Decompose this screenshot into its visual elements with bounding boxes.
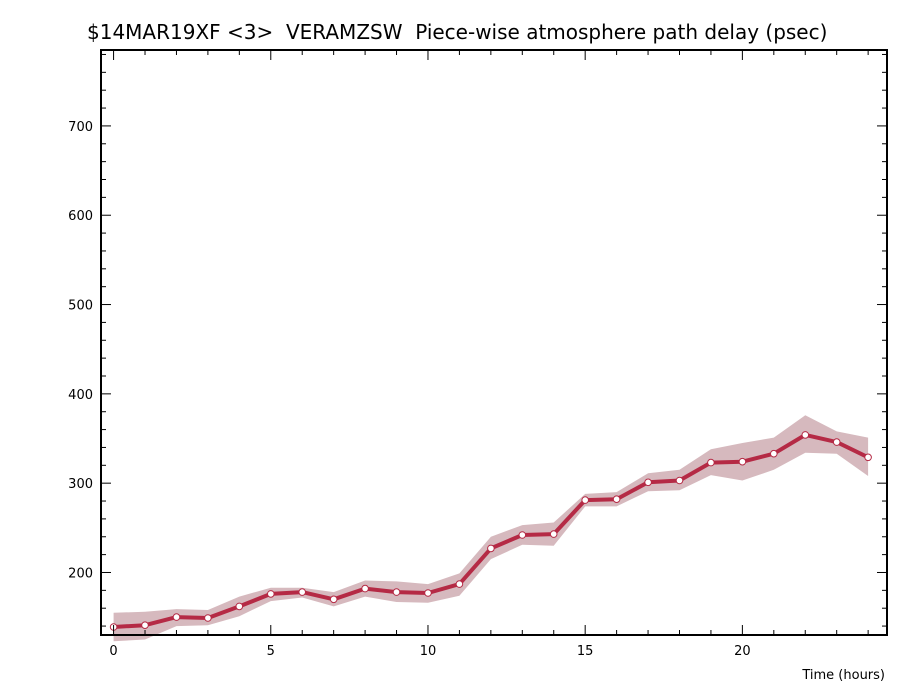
x-tick-label: 20 — [734, 644, 751, 659]
data-point — [487, 544, 495, 553]
y-tick-label: 300 — [68, 477, 93, 492]
data-point — [204, 614, 212, 622]
data-point — [298, 588, 307, 596]
data-point — [235, 602, 244, 611]
data-point — [518, 531, 527, 539]
data-point — [864, 453, 872, 462]
data-point — [172, 613, 181, 621]
data-point — [675, 476, 684, 485]
data-point — [832, 438, 841, 446]
plot-area: 0 5 10 15 20 200 300 400 500 600 700 — [68, 49, 888, 659]
x-tick-label: 15 — [577, 644, 594, 659]
x-axis-label: Time (hours) — [801, 668, 885, 683]
data-point — [801, 431, 810, 439]
x-tick-label: 10 — [420, 644, 437, 659]
data-point — [644, 478, 652, 487]
data-point — [770, 449, 778, 458]
chart-title: $14MAR19XF <3> VERAMZSW Piece-wise atmos… — [87, 20, 827, 44]
data-point — [707, 458, 715, 467]
data-point — [549, 530, 558, 538]
x-tick-label: 5 — [267, 644, 275, 659]
data-point — [581, 496, 590, 504]
data-point — [267, 590, 275, 598]
data-point — [141, 621, 149, 630]
data-point — [424, 589, 432, 597]
uncertainty-band — [113, 415, 869, 642]
x-tick-label: 0 — [109, 644, 117, 659]
y-tick-label: 500 — [68, 299, 93, 314]
data-point — [361, 584, 369, 593]
data-point — [329, 595, 338, 604]
data-point — [738, 457, 747, 466]
y-tick-label: 400 — [68, 388, 93, 403]
plot-frame — [100, 49, 888, 636]
y-tick-label: 600 — [68, 209, 93, 224]
data-point — [392, 588, 401, 596]
y-tick-label: 700 — [68, 120, 93, 135]
data-point — [455, 580, 464, 588]
y-tick-label: 200 — [68, 566, 93, 581]
data-point — [612, 495, 621, 504]
